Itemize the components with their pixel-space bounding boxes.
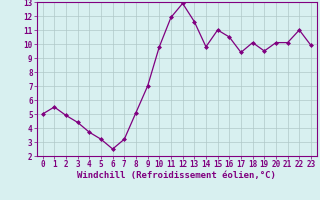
X-axis label: Windchill (Refroidissement éolien,°C): Windchill (Refroidissement éolien,°C) bbox=[77, 171, 276, 180]
